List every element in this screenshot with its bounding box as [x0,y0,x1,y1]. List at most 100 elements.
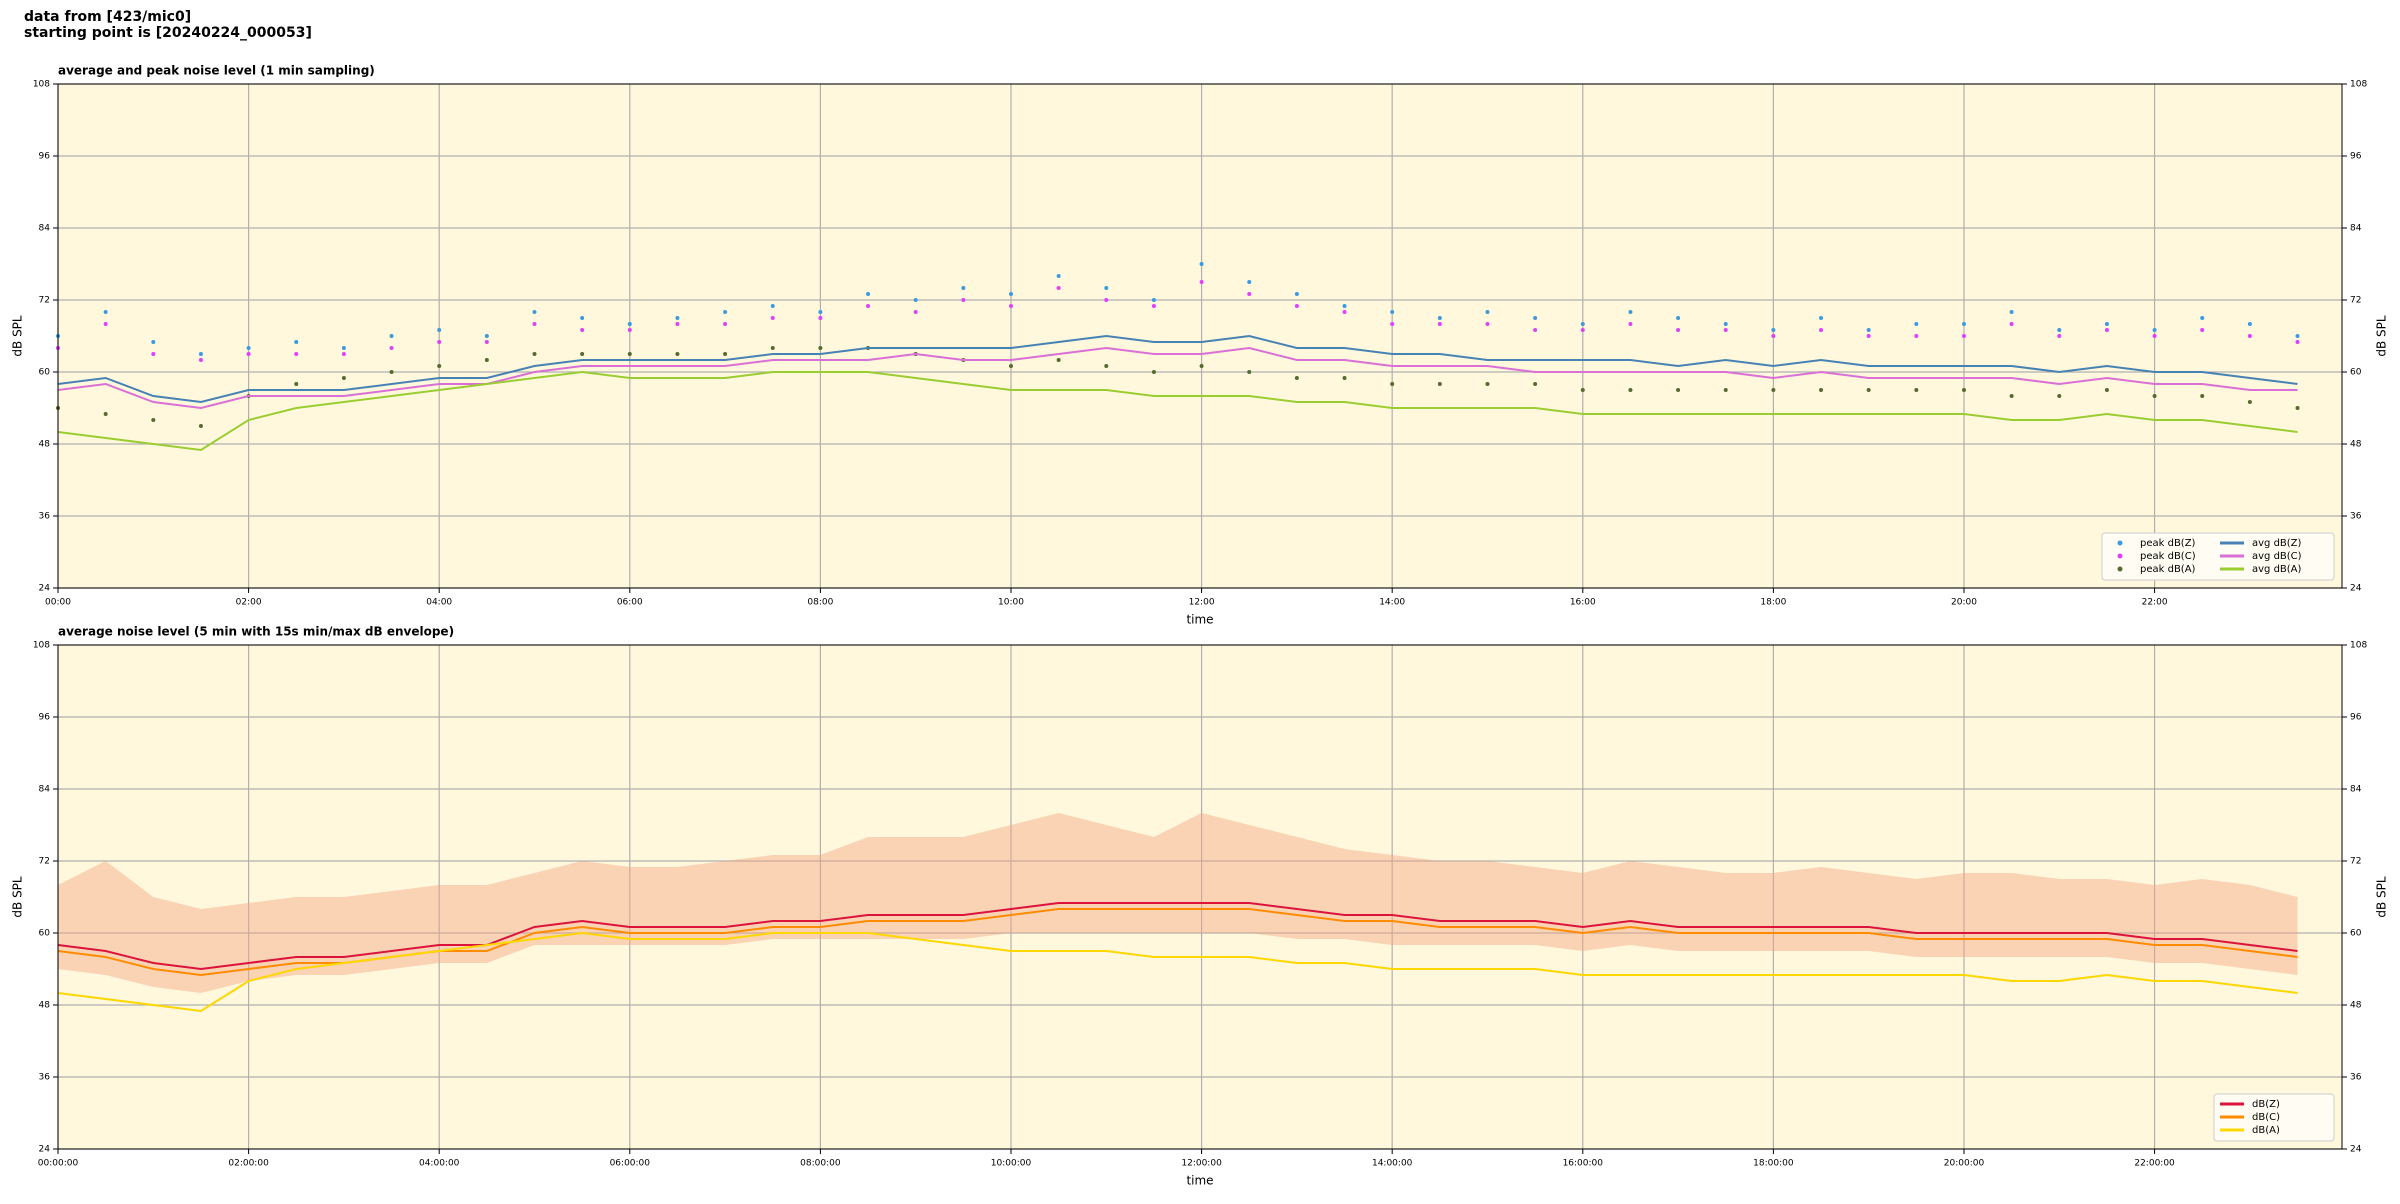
peak-point [2104,328,2109,332]
y2-tick-label: 36 [2350,512,2362,522]
peak-point [1723,322,1728,326]
y-axis-label: dB SPL [11,876,25,918]
peak-point [723,322,728,326]
peak-point [627,322,632,326]
peak-point [341,352,346,356]
peak-point [2152,394,2157,398]
y-tick-label: 36 [39,512,51,522]
y2-tick-label: 108 [2350,80,2367,90]
y-tick-label: 60 [39,929,51,939]
peak-point [1723,328,1728,332]
peak-point [1390,382,1395,386]
x-tick-label: 16:00 [1570,598,1596,608]
peak-point [1104,298,1109,302]
y2-tick-label: 24 [2350,584,2362,594]
y2-axis-label: dB SPL [2375,315,2389,357]
legend-swatch [2117,540,2123,546]
y-axis-label: dB SPL [11,315,25,357]
y2-tick-label: 108 [2350,641,2367,651]
peak-point [1151,370,1156,374]
peak-point [1008,304,1013,308]
x-tick-label: 02:00 [236,598,262,608]
peak-point [961,298,966,302]
peak-point [913,298,918,302]
peak-point [2009,322,2014,326]
peak-point [294,340,299,344]
peak-point [389,370,394,374]
x-tick-label: 20:00 [1951,598,1977,608]
peak-point [1437,382,1442,386]
peak-point [580,328,585,332]
peak-point [1008,364,1013,368]
peak-point [437,364,442,368]
x-tick-label: 18:00 [1760,598,1786,608]
peak-point [1294,376,1299,380]
x-tick-label: 06:00 [617,598,643,608]
peak-point [1771,328,1776,332]
series-line [57,334,2298,404]
peak-point [1866,388,1871,392]
legend-label: avg dB(A) [2252,564,2302,575]
y-tick-label: 60 [39,368,51,378]
chart-title: average and peak noise level (1 min samp… [58,64,375,78]
peak-point [484,340,489,344]
peak-point [818,310,823,314]
peak-point [1104,286,1109,290]
x-tick-label: 22:00:00 [2134,1159,2175,1169]
peak-point [723,310,728,314]
x-tick-label: 00:00 [45,598,71,608]
figure-title: data from [423/mic0] [24,9,191,25]
peak-point [1485,322,1490,326]
peak-point [1342,376,1347,380]
x-tick-label: 16:00:00 [1563,1159,1604,1169]
peak-point [2104,322,2109,326]
peak-point [294,352,299,356]
y-tick-label: 108 [33,641,50,651]
plot-frame [57,644,2343,1150]
peak-point [1008,292,1013,296]
legend-box [2101,532,2335,581]
peak-point [1342,310,1347,314]
peak-point [1199,262,1204,266]
x-axis-label: time [1186,1174,1213,1188]
peak-point [2057,334,2062,338]
peak-point [723,352,728,356]
peak-point [2009,394,2014,398]
y-tick-label: 108 [33,80,50,90]
legend-label: dB(A) [2252,1125,2280,1136]
x-tick-label: 10:00:00 [991,1159,1032,1169]
peak-point [1866,328,1871,332]
peak-point [437,328,442,332]
peak-point [2104,388,2109,392]
peak-point [818,316,823,320]
peak-point [1151,304,1156,308]
peak-point [103,322,108,326]
peak-point [198,424,203,428]
y2-tick-label: 96 [2350,713,2362,723]
series-line [57,370,2298,452]
y2-axis-label: dB SPL [2375,876,2389,918]
peak-point [1199,280,1204,284]
peak-point [2057,394,2062,398]
x-tick-label: 14:00 [1379,598,1405,608]
peak-point [151,340,156,344]
peak-point [1580,388,1585,392]
peak-point [294,382,299,386]
chart-title: average noise level (5 min with 15s min/… [58,625,454,639]
x-tick-label: 06:00:00 [610,1159,651,1169]
legend-label: dB(Z) [2252,1099,2280,1110]
legend-label: dB(C) [2252,1112,2280,1123]
peak-point [1247,292,1252,296]
y-tick-label: 72 [39,857,50,867]
peak-point [866,304,871,308]
peak-point [389,334,394,338]
peak-point [246,346,251,350]
x-tick-label: 08:00:00 [800,1159,841,1169]
peak-point [675,352,680,356]
peak-point [1628,322,1633,326]
peak-point [580,352,585,356]
y2-tick-label: 36 [2350,1073,2362,1083]
legend-swatch [2117,553,2123,559]
x-tick-label: 00:00:00 [38,1159,79,1169]
